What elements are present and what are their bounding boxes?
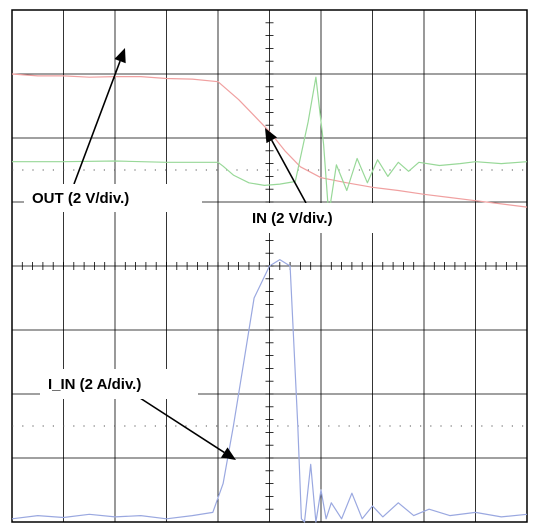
arrow-out-head — [114, 48, 126, 64]
label-out-box — [24, 184, 202, 212]
label-iin-text: I_IN (2 A/div.) — [48, 376, 141, 393]
label-in-box — [244, 203, 379, 233]
annotation-labels: OUT (2 V/div.) IN (2 V/div.) I_IN (2 A/div… — [24, 184, 379, 399]
arrow-out-shaft — [73, 60, 121, 185]
arrow-in-head — [265, 128, 277, 144]
arrow-iin-head — [220, 447, 236, 460]
label-out-text: OUT (2 V/div.) — [32, 190, 129, 207]
trace-i-in — [11, 259, 528, 523]
arrow-in-shaft — [271, 139, 307, 204]
arrow-iin-shaft — [139, 397, 225, 454]
annotation-arrows — [73, 48, 307, 460]
label-in-text: IN (2 V/div.) — [252, 210, 333, 227]
label-iin-box — [40, 369, 198, 399]
